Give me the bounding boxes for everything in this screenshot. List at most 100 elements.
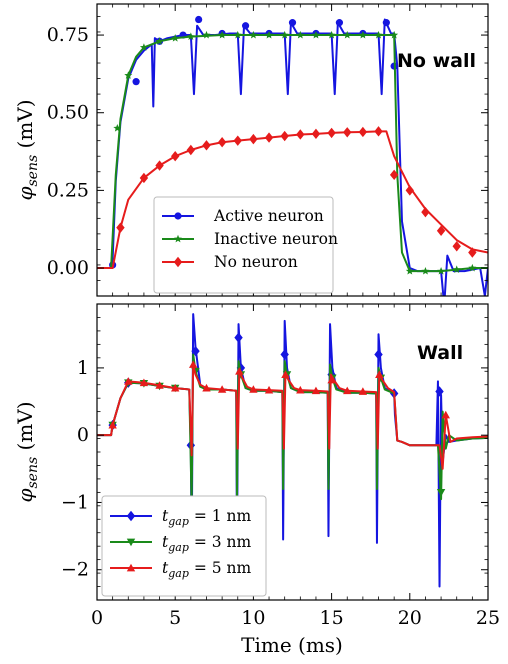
data-point — [435, 386, 444, 397]
data-point — [343, 30, 352, 39]
data-point — [155, 381, 164, 389]
legend-label: tgap = 1 nm — [162, 507, 252, 528]
data-point — [358, 30, 367, 39]
legend-marker — [173, 256, 183, 268]
data-point — [468, 247, 477, 258]
data-point — [280, 130, 289, 142]
data-point — [374, 349, 383, 360]
data-point — [249, 385, 258, 393]
x-tick-label: 20 — [398, 607, 422, 629]
data-point — [288, 19, 297, 27]
data-point — [452, 241, 461, 252]
data-point — [343, 127, 352, 138]
data-point — [327, 30, 336, 39]
legend-marker — [174, 234, 182, 243]
data-point — [382, 19, 390, 27]
series-line-3 — [97, 363, 488, 470]
data-point — [296, 385, 305, 394]
data-point — [235, 367, 244, 375]
data-point — [155, 160, 164, 171]
legend-marker — [126, 538, 136, 547]
y-axis-label-bottom: φsens (mV) — [13, 401, 41, 502]
data-point — [405, 185, 414, 196]
data-point — [343, 386, 352, 395]
data-point — [139, 378, 149, 387]
data-point — [468, 263, 477, 272]
y-tick-label: 0.50 — [47, 102, 89, 124]
data-point — [132, 78, 140, 86]
data-point — [390, 30, 399, 39]
data-point — [202, 140, 211, 151]
data-point — [327, 127, 336, 139]
data-point — [405, 266, 414, 275]
data-point — [113, 124, 122, 132]
series-line-3 — [97, 130, 488, 270]
data-point — [195, 15, 203, 24]
data-point — [234, 332, 243, 343]
data-point — [452, 265, 461, 273]
data-point — [241, 22, 250, 30]
data-point — [108, 420, 117, 429]
data-point — [171, 383, 180, 392]
data-point — [436, 489, 446, 497]
data-point — [441, 410, 450, 419]
x-tick-label: 25 — [476, 607, 500, 629]
y-tick-label: 0.75 — [47, 24, 89, 46]
data-point — [437, 266, 446, 275]
data-point — [436, 225, 446, 236]
data-point — [265, 30, 274, 39]
y-tick-label: −1 — [61, 491, 89, 513]
legend-label: tgap = 5 nm — [162, 559, 252, 580]
data-point — [202, 30, 211, 39]
plot-frame-bottom — [96, 303, 489, 601]
data-point — [233, 30, 242, 39]
legend-bottom: tgap = 1 nm tgap = 3 nm tgap = 5 nm — [101, 495, 267, 597]
y-tick-label: −2 — [61, 559, 89, 581]
data-point — [249, 30, 258, 39]
data-point — [236, 362, 246, 374]
data-point — [188, 360, 198, 368]
legend-marker — [174, 212, 182, 220]
panel-label-no-wall: No wall — [397, 50, 476, 72]
data-point — [264, 385, 274, 394]
data-point — [124, 377, 133, 385]
data-point — [421, 266, 430, 275]
x-tick-label: 0 — [91, 607, 103, 629]
legend-label: Inactive neuron — [214, 230, 338, 248]
data-point — [171, 151, 180, 162]
data-point — [264, 132, 274, 143]
data-point — [233, 135, 242, 146]
y-tick-label: 0 — [77, 424, 89, 446]
data-point — [358, 387, 368, 395]
series-line-2 — [97, 353, 488, 504]
legend-top: Active neuron Inactive neuron No neuron — [153, 196, 338, 294]
data-point — [217, 385, 227, 393]
data-point — [311, 30, 320, 39]
data-point — [389, 169, 399, 181]
legend-label: tgap = 3 nm — [162, 533, 252, 554]
data-point — [249, 133, 258, 145]
data-point — [280, 349, 289, 360]
y-tick-label: 1 — [77, 357, 89, 379]
data-point — [311, 128, 321, 140]
x-tick-label: 5 — [169, 607, 181, 629]
x-axis-label: Time (ms) — [241, 633, 343, 657]
data-point — [358, 126, 368, 138]
legend-label: Active neuron — [213, 207, 324, 225]
y-axis-label-top: φsens (mV) — [13, 99, 41, 200]
legend-marker — [126, 563, 136, 572]
x-tick-label: 15 — [320, 607, 344, 629]
data-point — [218, 30, 227, 39]
data-point — [296, 129, 305, 140]
data-point — [155, 37, 164, 45]
data-point — [296, 30, 305, 39]
y-tick-label: 0.25 — [47, 179, 89, 201]
data-point — [281, 370, 290, 378]
plot-frame-top — [96, 3, 489, 297]
data-point — [116, 222, 125, 233]
data-point — [375, 370, 384, 378]
panel-label-wall: Wall — [417, 342, 463, 364]
data-point — [186, 32, 195, 41]
